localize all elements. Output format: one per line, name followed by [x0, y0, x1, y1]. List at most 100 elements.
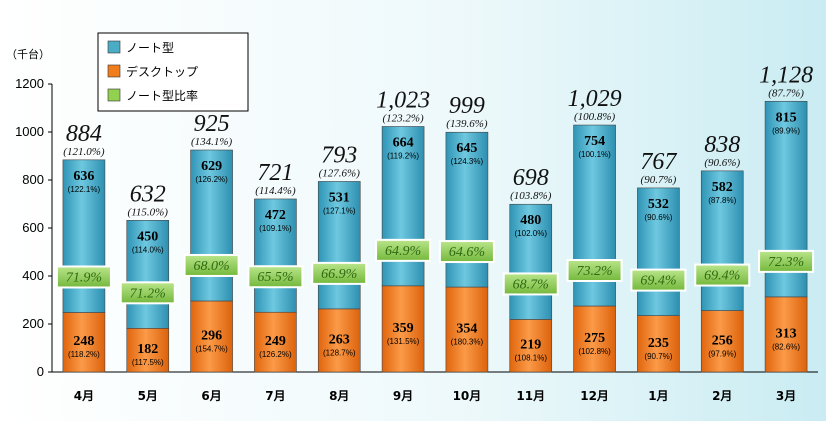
data-label-total: 884 — [66, 121, 102, 147]
ratio-badge — [694, 263, 751, 287]
y-tick-label: 600 — [22, 220, 44, 235]
bar-desktop — [381, 285, 425, 373]
y-tick-label: 800 — [22, 172, 44, 187]
ratio-badge — [183, 253, 240, 277]
data-label-notebook-ratio: 64.6% — [449, 245, 485, 260]
legend-label-desktop: デスクトップ — [126, 64, 198, 79]
data-label-desktop: 313 — [776, 326, 797, 341]
data-label-notebook-pct: (122.1%) — [68, 185, 101, 194]
data-label-notebook-pct: (90.6%) — [644, 213, 672, 222]
data-label-notebook: 531 — [329, 190, 350, 205]
data-label-desktop-pct: (117.5%) — [132, 358, 164, 367]
y-tick-label: 200 — [22, 316, 44, 331]
data-label-notebook-pct: (89.9%) — [772, 126, 800, 135]
data-label-total-pct: (103.8%) — [510, 190, 552, 202]
data-label-desktop-pct: (154.7%) — [195, 344, 228, 353]
x-tick-label: 2月 — [712, 389, 732, 403]
data-label-desktop: 263 — [329, 332, 350, 347]
data-label-total-pct: (121.0%) — [63, 146, 105, 158]
x-tick-label: 6月 — [201, 389, 221, 403]
data-label-desktop: 182 — [137, 342, 158, 357]
data-label-notebook-ratio: 66.9% — [321, 267, 357, 282]
data-label-total: 793 — [321, 142, 357, 168]
data-label-desktop: 296 — [201, 328, 222, 343]
data-label-notebook: 472 — [265, 208, 286, 223]
data-label-notebook: 636 — [73, 169, 94, 184]
data-label-desktop-pct: (126.2%) — [259, 350, 292, 359]
data-label-desktop: 275 — [584, 331, 605, 346]
bar-desktop — [764, 296, 808, 373]
legend-swatch-notebook-ratio — [107, 88, 121, 102]
data-label-total: 925 — [194, 111, 230, 137]
ratio-badge — [55, 265, 112, 289]
data-label-notebook-pct: (102.0%) — [515, 229, 548, 238]
data-label-notebook-pct: (119.2%) — [387, 151, 419, 160]
data-label-total: 838 — [704, 132, 740, 158]
data-label-notebook-ratio: 68.7% — [513, 277, 549, 292]
y-tick-label: 0 — [37, 364, 44, 379]
data-label-notebook: 480 — [520, 213, 541, 228]
data-label-total: 1,128 — [759, 62, 813, 88]
data-label-desktop-pct: (102.8%) — [578, 347, 611, 356]
data-label-total-pct: (87.7%) — [768, 87, 804, 99]
data-label-desktop-pct: (90.7%) — [644, 352, 672, 361]
data-label-notebook: 664 — [393, 135, 414, 150]
ratio-badge — [566, 259, 623, 282]
data-label-total: 721 — [257, 160, 293, 186]
data-label-total-pct: (100.8%) — [574, 111, 616, 123]
data-label-total: 999 — [449, 93, 485, 119]
data-label-desktop: 235 — [648, 336, 669, 351]
bar-desktop — [573, 305, 616, 373]
data-label-desktop: 249 — [265, 334, 286, 349]
ratio-badge — [311, 261, 368, 285]
bar-desktop — [637, 315, 680, 373]
data-label-total-pct: (139.6%) — [446, 118, 488, 130]
data-label-notebook: 815 — [776, 110, 797, 125]
bar-desktop — [509, 319, 553, 373]
data-label-notebook-ratio: 69.4% — [704, 269, 740, 284]
data-label-total-pct: (134.1%) — [191, 136, 233, 148]
data-label-total: 632 — [130, 181, 166, 207]
bar-notebook — [509, 203, 553, 320]
x-tick-label: 10月 — [453, 389, 482, 403]
data-label-desktop-pct: (108.1%) — [515, 354, 548, 363]
data-label-notebook: 629 — [201, 159, 222, 174]
data-label-total: 767 — [640, 149, 677, 175]
y-tick-label: 1200 — [15, 76, 44, 91]
data-label-notebook-pct: (114.0%) — [132, 245, 164, 254]
ratio-badge — [119, 281, 176, 305]
ratio-badge — [375, 238, 432, 262]
legend-label-notebook-ratio: ノート型比率 — [126, 88, 198, 103]
data-label-desktop-pct: (128.7%) — [323, 348, 356, 357]
data-label-desktop-pct: (180.3%) — [451, 338, 484, 347]
data-label-total: 698 — [513, 165, 549, 191]
bar-notebook — [637, 187, 680, 316]
x-tick-label: 8月 — [329, 389, 349, 403]
data-label-total-pct: (115.0%) — [128, 206, 169, 218]
data-label-total-pct: (123.2%) — [382, 112, 424, 124]
data-label-total-pct: (114.4%) — [255, 185, 296, 197]
bar-notebook — [317, 181, 361, 310]
data-label-total: 1,023 — [376, 87, 430, 113]
ratio-badge — [438, 240, 495, 264]
bar-desktop — [62, 312, 106, 373]
data-label-notebook: 754 — [584, 134, 605, 149]
data-label-notebook: 450 — [137, 229, 158, 244]
bar-desktop — [445, 286, 489, 373]
data-label-notebook-ratio: 69.4% — [640, 274, 676, 289]
legend-box — [97, 32, 249, 112]
data-label-total-pct: (90.6%) — [704, 157, 740, 169]
data-label-total: 1,029 — [568, 86, 622, 112]
data-label-notebook-pct: (127.1%) — [323, 206, 356, 215]
data-label-desktop-pct: (82.6%) — [772, 342, 800, 351]
legend-label-notebook: ノート型 — [126, 41, 174, 55]
bar-notebook — [126, 220, 170, 329]
data-label-total-pct: (90.7%) — [641, 174, 677, 186]
data-label-notebook-ratio: 71.9% — [66, 270, 102, 285]
data-label-notebook-pct: (124.3%) — [451, 157, 484, 166]
data-label-total-pct: (127.6%) — [319, 167, 361, 179]
legend-swatch-notebook — [107, 40, 121, 54]
ratio-badge — [502, 272, 559, 296]
bar-notebook — [700, 170, 744, 311]
